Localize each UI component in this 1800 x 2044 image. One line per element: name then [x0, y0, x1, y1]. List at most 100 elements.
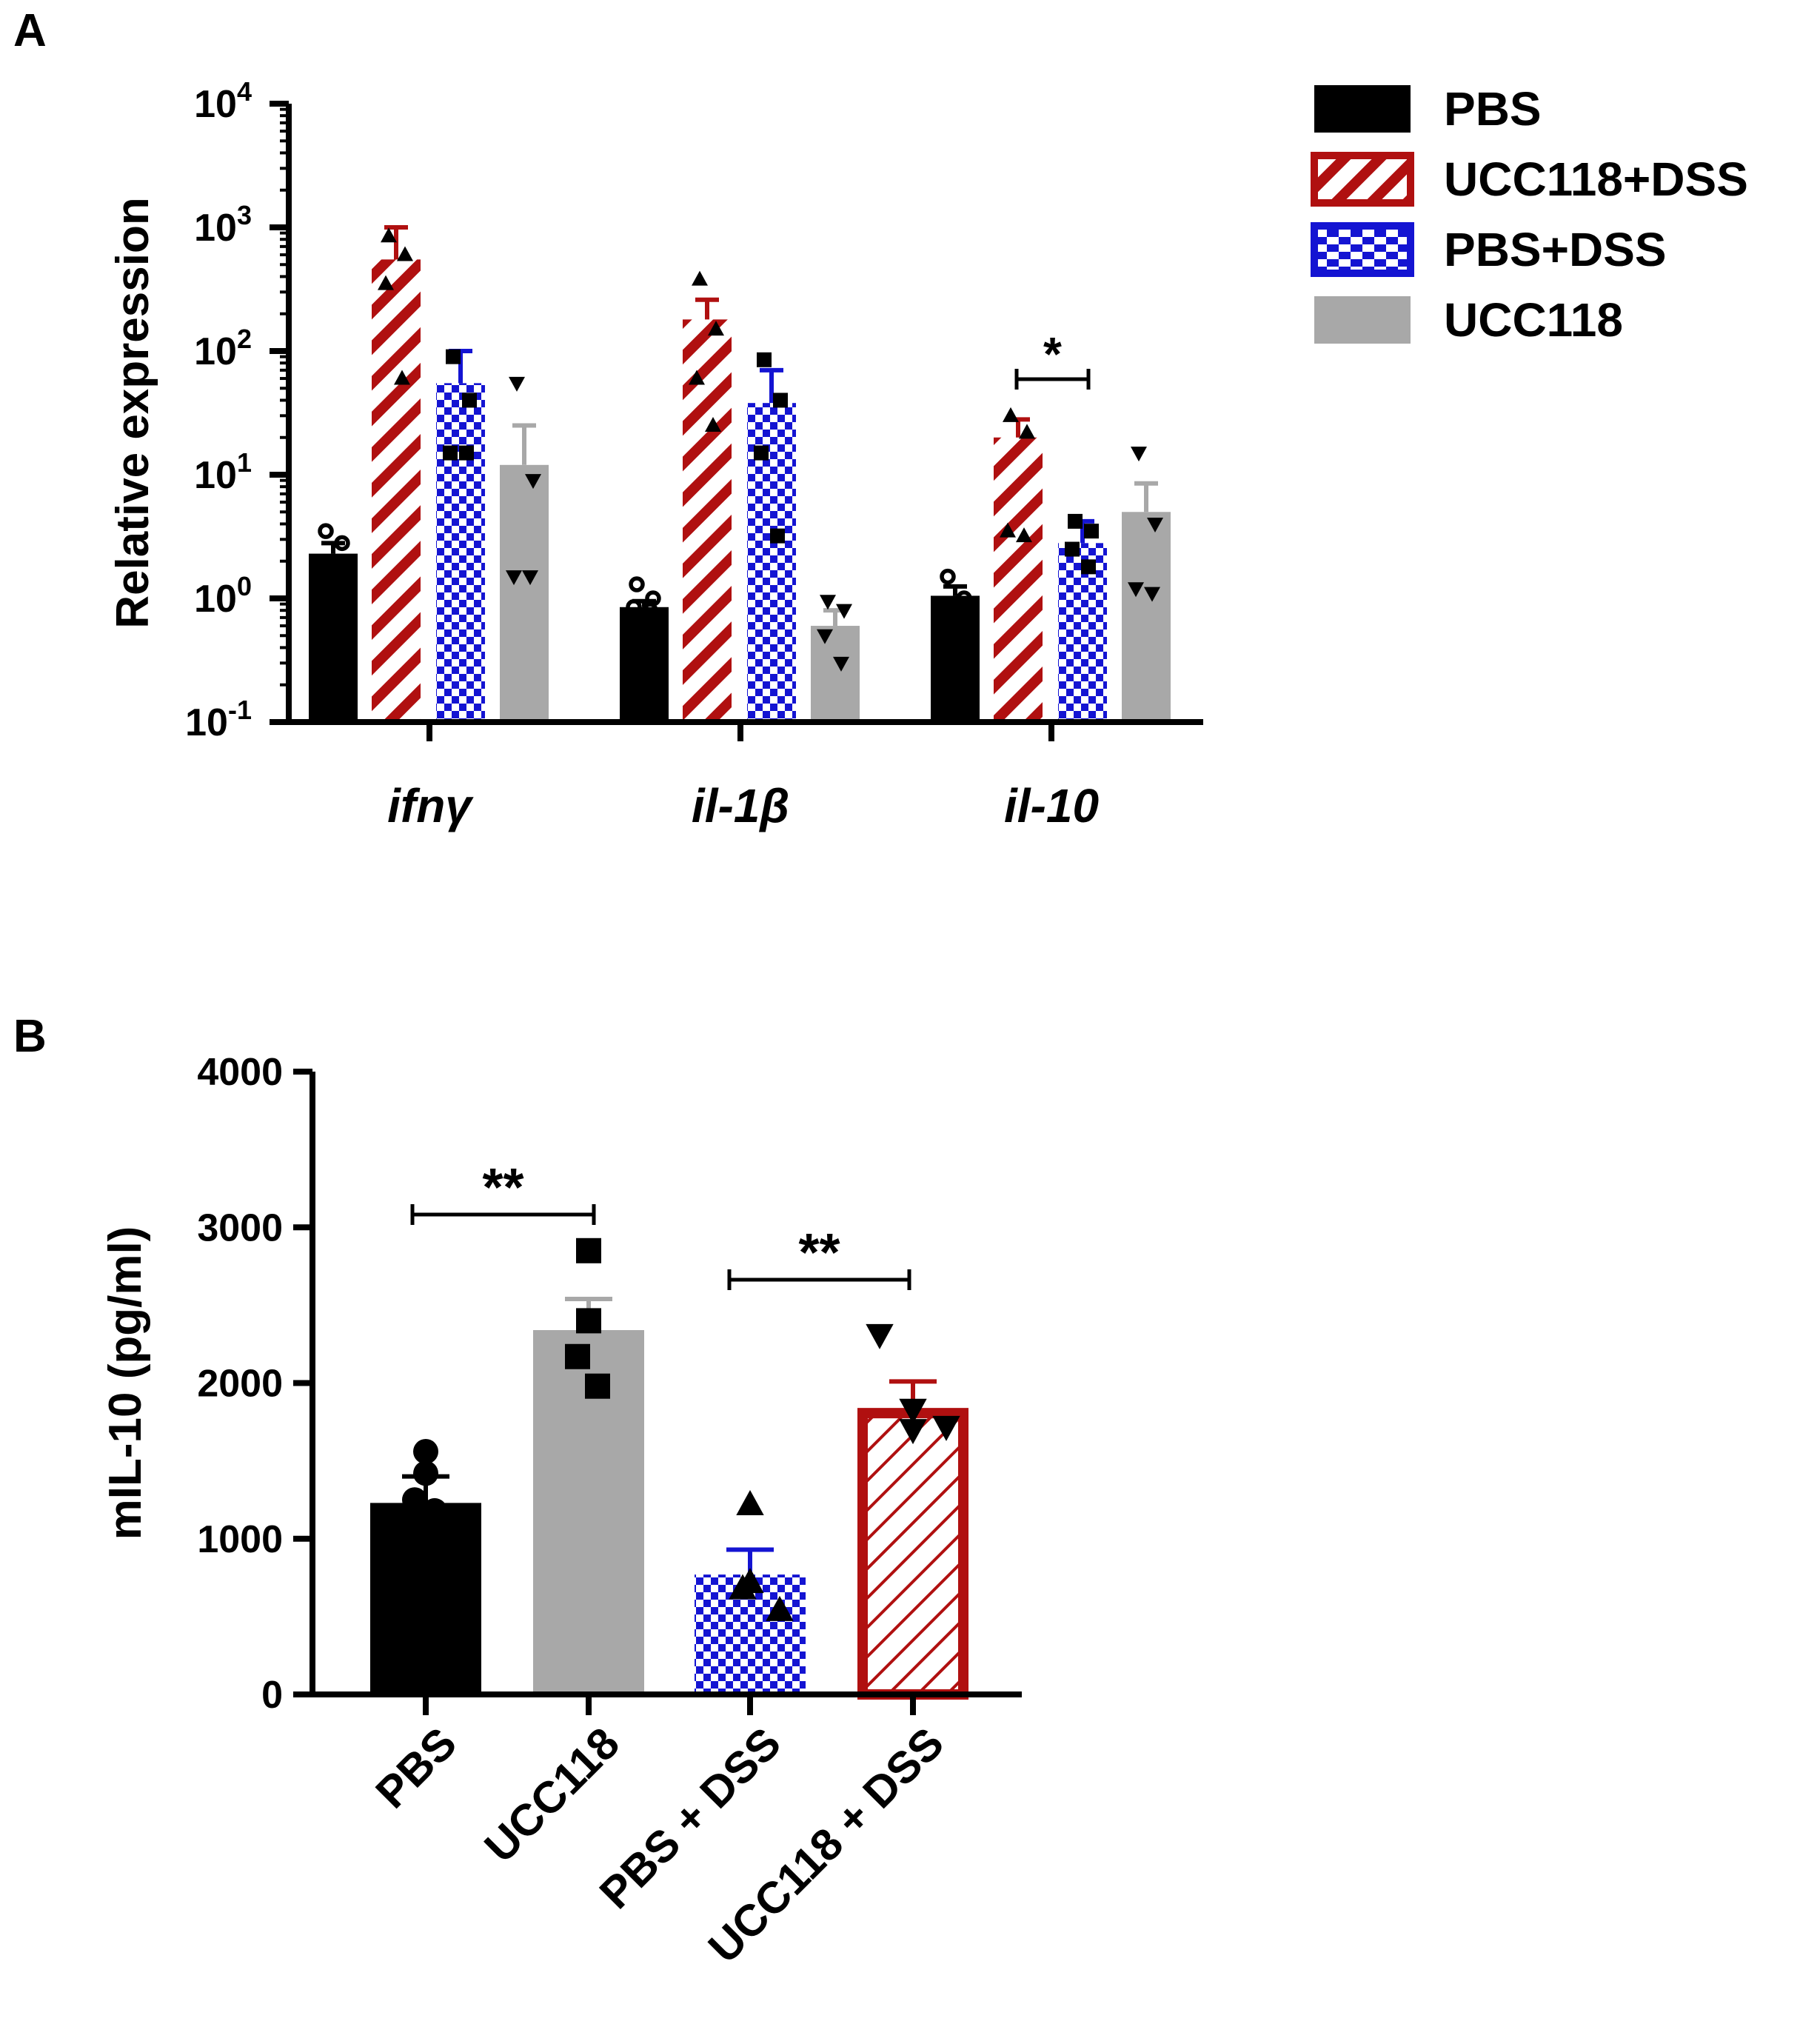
data-point: [629, 576, 645, 592]
data-point: [381, 227, 397, 243]
x-category-label: ifnγ: [387, 779, 474, 832]
data-point: [937, 609, 953, 626]
y-tick-label: 2000: [197, 1363, 283, 1406]
y-tick-base: 10: [194, 454, 237, 497]
data-point: [331, 581, 347, 597]
data-point: [1068, 513, 1083, 529]
y-axis-label: Relative expression: [107, 197, 158, 628]
data-point: [413, 1439, 438, 1465]
data-point: [770, 528, 785, 544]
y-tick-label: 101: [194, 447, 252, 497]
data-point: [932, 1415, 960, 1441]
data-point: [1147, 517, 1163, 532]
data-point: [773, 393, 788, 408]
data-point: [1131, 447, 1147, 462]
data-point: [576, 1238, 601, 1263]
data-point: [626, 599, 642, 615]
data-point: [708, 321, 724, 336]
data-point: [459, 445, 474, 461]
data-point: [757, 352, 772, 367]
data-point: [318, 523, 334, 539]
data-point: [692, 270, 708, 286]
data-point: [522, 570, 538, 586]
data-point: [394, 370, 410, 385]
y-tick-label: 0: [261, 1674, 283, 1717]
data-point: [315, 568, 331, 585]
bar: [372, 259, 421, 722]
bar: [436, 383, 485, 722]
y-tick-label: 100: [194, 571, 252, 621]
data-point: [956, 590, 972, 607]
x-category-label: UCC118: [475, 1718, 629, 1872]
panel-a-label: A: [13, 5, 47, 56]
data-point: [1128, 582, 1144, 598]
x-category-label: il-10: [1004, 779, 1099, 832]
data-point: [378, 275, 394, 290]
y-tick-exponent: 3: [237, 200, 252, 230]
bar: [811, 626, 860, 722]
y-tick-base: 10: [194, 578, 237, 621]
data-point: [413, 1460, 438, 1486]
data-point: [689, 370, 705, 385]
legend-swatch: [1311, 222, 1414, 277]
significance-label: **: [482, 1158, 523, 1218]
data-point: [1003, 407, 1019, 422]
data-point: [509, 376, 525, 392]
bar: [994, 437, 1043, 722]
x-category-label: PBS: [367, 1718, 466, 1818]
y-tick-exponent: -1: [228, 695, 252, 725]
y-tick-label: 1000: [197, 1518, 283, 1561]
data-point: [1084, 524, 1099, 539]
data-point: [899, 1398, 927, 1424]
x-category-label: il-1β: [692, 779, 789, 832]
data-point: [443, 445, 458, 461]
y-tick-exponent: 4: [237, 76, 252, 107]
data-point: [940, 568, 956, 585]
legend-swatch: [1314, 85, 1411, 133]
data-point: [585, 1373, 610, 1399]
data-point: [833, 656, 849, 672]
bar: [857, 1408, 968, 1700]
bar: [683, 319, 732, 722]
legend-label: PBS+DSS: [1444, 223, 1667, 276]
y-tick-base: 10: [194, 83, 237, 126]
data-point: [817, 629, 833, 644]
legend-label: PBS: [1444, 82, 1542, 136]
data-point: [754, 445, 769, 461]
data-point: [506, 570, 522, 586]
y-tick-base: 10: [185, 701, 228, 744]
data-point: [565, 1343, 590, 1369]
legend-swatch: [1311, 152, 1414, 207]
data-point: [334, 535, 350, 552]
data-point: [766, 1595, 794, 1621]
data-point: [1016, 527, 1032, 543]
bar: [1122, 512, 1171, 722]
data-point: [462, 393, 477, 408]
data-point: [1144, 587, 1160, 602]
bar: [620, 607, 669, 722]
y-axis-label: mIL-10 (pg/ml): [100, 1226, 151, 1540]
y-tick-exponent: 2: [237, 324, 252, 354]
panel-b-label: B: [13, 1011, 47, 1062]
legend: PBS UCC118+DSS PBS+DSS UCC118: [1311, 82, 1748, 347]
data-point: [953, 639, 969, 656]
y-tick-exponent: 1: [237, 447, 252, 478]
y-tick-label: 104: [194, 76, 252, 126]
data-point: [422, 1497, 447, 1523]
data-point: [1000, 522, 1016, 538]
data-point: [729, 1574, 757, 1600]
significance-label: **: [798, 1223, 840, 1283]
data-point: [402, 1487, 427, 1513]
y-tick-label: 10-1: [185, 695, 252, 744]
data-point: [899, 1419, 927, 1445]
legend-swatch: [1314, 296, 1411, 344]
data-point: [642, 602, 658, 618]
y-tick-label: 102: [194, 324, 252, 373]
data-point: [866, 1323, 894, 1349]
bar: [370, 1503, 481, 1694]
y-tick-base: 10: [194, 330, 237, 373]
significance-label: *: [1043, 327, 1062, 381]
